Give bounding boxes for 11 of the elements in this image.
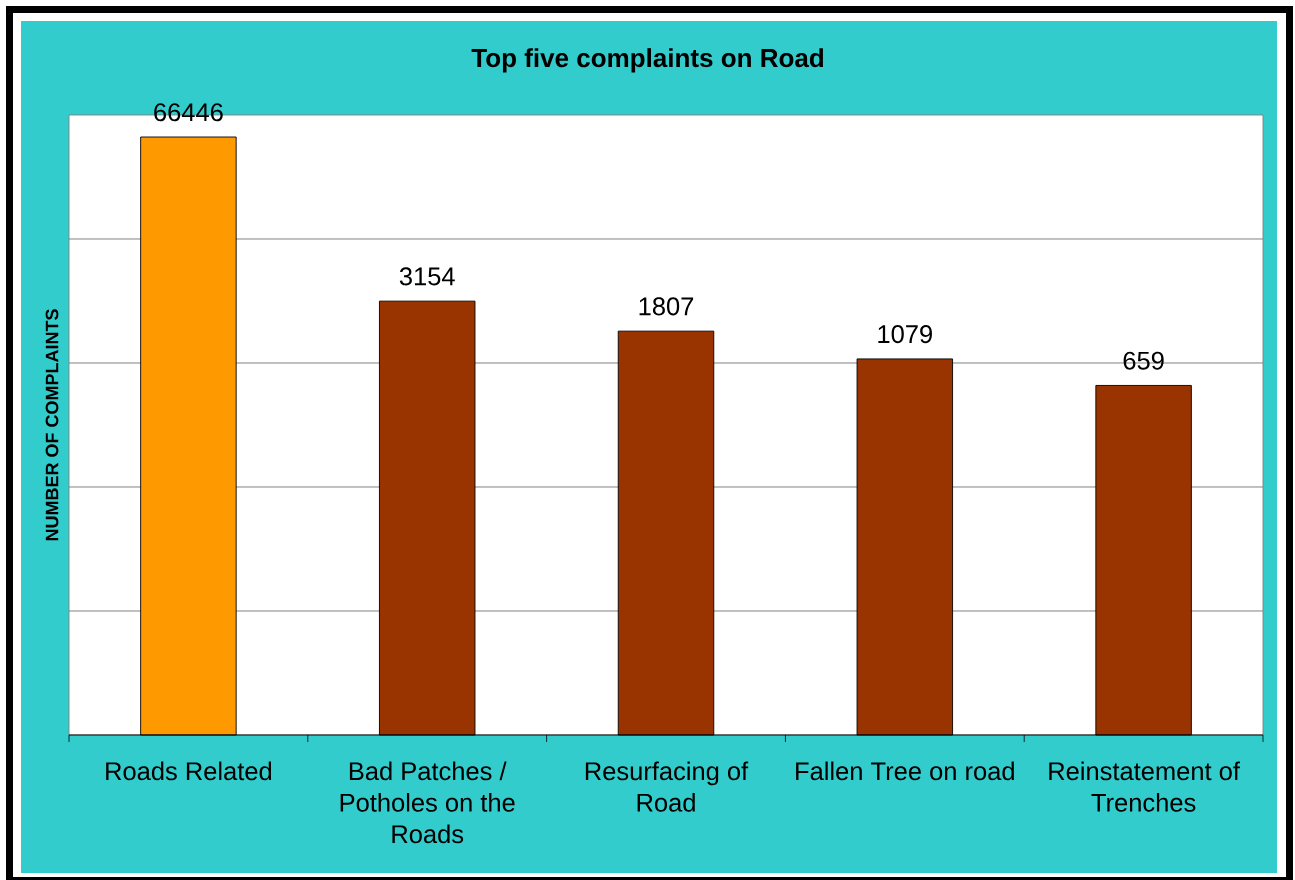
x-tick-label: Fallen Tree on road [796,761,1014,781]
data-label: 1807 [639,297,694,316]
x-tick-label: Resurfacing of Road [585,761,749,812]
data-label: 3154 [399,267,455,286]
chart-title: Top five complaints on Road [471,48,824,73]
data-label: 1079 [878,325,932,344]
x-tick-label: Roads Related [106,761,272,781]
data-label: 659 [1123,351,1164,370]
x-tick-label: Bad Patches / Potholes on the Roads [340,761,515,844]
x-tick-label: Reinstatement of Trenches [1049,761,1240,812]
y-axis-title: NUMBER OF COMPLAINTS [45,309,59,541]
